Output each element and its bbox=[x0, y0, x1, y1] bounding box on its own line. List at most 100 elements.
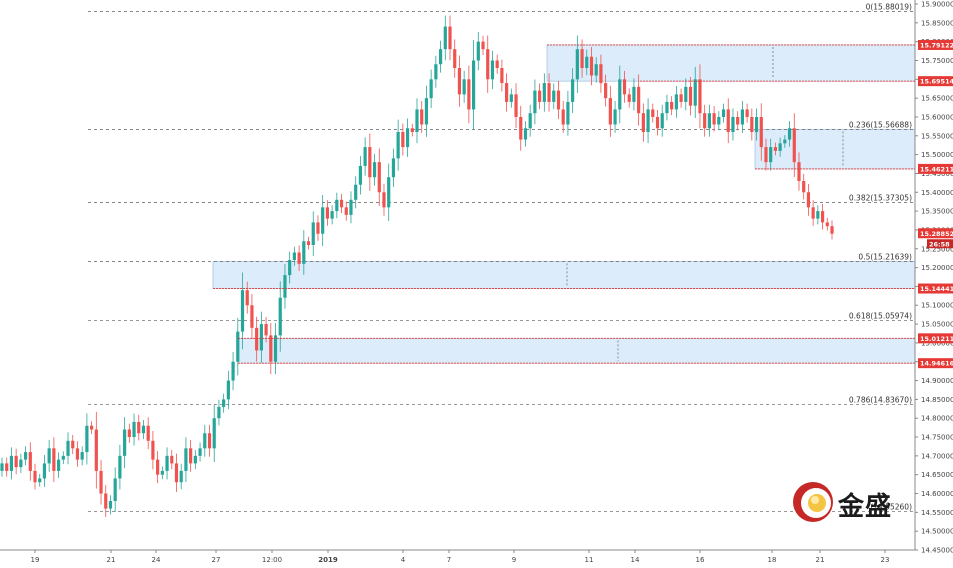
candle-body bbox=[14, 455, 18, 468]
candle-body bbox=[688, 86, 693, 106]
candle-body bbox=[349, 199, 353, 215]
candle-body bbox=[123, 429, 127, 456]
price-tick-label: 15.05000 bbox=[921, 321, 953, 329]
price-tick-label: 14.45000 bbox=[921, 547, 953, 555]
countdown-label: 26:58 bbox=[929, 240, 950, 248]
price-tick-label: 15.85000 bbox=[921, 19, 953, 27]
candle-body bbox=[533, 90, 537, 114]
fib-level-label: 0.618(15.05974) bbox=[849, 311, 912, 320]
candle-body bbox=[306, 241, 311, 245]
candle-body bbox=[462, 79, 466, 95]
candle-body bbox=[759, 116, 763, 148]
time-tick-label: 27 bbox=[212, 556, 221, 564]
candle-body bbox=[571, 79, 575, 102]
candle-body bbox=[585, 56, 589, 69]
candle-body bbox=[90, 425, 94, 430]
candle-body bbox=[745, 109, 749, 117]
candle-body bbox=[420, 109, 424, 125]
candle-body bbox=[156, 459, 160, 475]
candles-layer bbox=[0, 15, 834, 518]
price-tick-label: 14.65000 bbox=[921, 471, 953, 479]
candle-body bbox=[486, 49, 490, 80]
price-tick-label: 15.60000 bbox=[921, 113, 953, 121]
time-tick-label: 21 bbox=[107, 556, 116, 564]
price-tick-label: 15.75000 bbox=[921, 57, 953, 65]
candle-body bbox=[396, 132, 400, 159]
candle-body bbox=[330, 211, 334, 219]
candle-body bbox=[94, 429, 98, 471]
candle-body bbox=[278, 297, 282, 336]
candle-body bbox=[731, 116, 735, 133]
candle-body bbox=[457, 68, 462, 95]
candle-body bbox=[665, 101, 669, 114]
candle-body bbox=[42, 463, 47, 479]
candle-body bbox=[566, 101, 570, 125]
candle-body bbox=[141, 425, 146, 434]
candle-body bbox=[344, 207, 348, 215]
candle-body bbox=[754, 116, 759, 133]
brand-logo bbox=[790, 479, 900, 525]
candle-body bbox=[467, 79, 471, 110]
fib-levels: 0(15.88019) 0.236(15.56688) 0.382(15.37305… bbox=[88, 2, 915, 512]
candle-body bbox=[825, 222, 829, 227]
candle-body bbox=[19, 459, 23, 468]
candle-body bbox=[38, 478, 42, 483]
price-tag-label: 15.01211 bbox=[920, 335, 953, 343]
candle-body bbox=[811, 207, 815, 219]
price-tick-label: 15.90000 bbox=[921, 1, 953, 9]
candle-body bbox=[5, 463, 9, 471]
time-tick-label: 24 bbox=[152, 556, 161, 564]
candle-body bbox=[250, 305, 254, 328]
candle-body bbox=[552, 90, 556, 102]
current-price-label: 15.28852 bbox=[920, 230, 953, 238]
candle-body bbox=[660, 113, 664, 129]
candle-body bbox=[151, 440, 155, 460]
price-tag-box bbox=[918, 333, 953, 344]
candle-body bbox=[443, 26, 447, 50]
price-tick-label: 14.55000 bbox=[921, 509, 953, 517]
candle-body bbox=[66, 440, 70, 456]
candle-body bbox=[655, 116, 660, 129]
candle-body bbox=[273, 335, 278, 362]
candle-body bbox=[325, 207, 329, 219]
zones-layer bbox=[212, 44, 916, 364]
current-price-box bbox=[918, 228, 953, 239]
candle-body bbox=[288, 260, 292, 276]
price-tick-label: 14.50000 bbox=[921, 528, 953, 536]
candle-body bbox=[594, 64, 598, 76]
candle-body bbox=[146, 425, 150, 441]
candle-body bbox=[434, 64, 438, 80]
candle-body bbox=[556, 90, 561, 110]
price-tick-label: 14.90000 bbox=[921, 377, 953, 385]
candle-body bbox=[627, 94, 631, 102]
candle-body bbox=[547, 83, 551, 102]
candle-body bbox=[679, 94, 683, 102]
candle-body bbox=[721, 109, 726, 117]
candle-body bbox=[830, 226, 834, 234]
candle-body bbox=[632, 86, 636, 102]
candle-body bbox=[500, 68, 504, 84]
candle-body bbox=[391, 158, 396, 178]
candle-body bbox=[75, 448, 80, 460]
price-tick-label: 15.35000 bbox=[921, 208, 953, 216]
candle-body bbox=[726, 109, 730, 133]
candle-body bbox=[132, 421, 136, 438]
candle-body bbox=[448, 26, 452, 50]
candle-body bbox=[523, 128, 528, 140]
price-tag-box bbox=[918, 358, 953, 369]
time-tick-label: 9 bbox=[512, 556, 516, 564]
candle-body bbox=[9, 455, 14, 471]
candle-body bbox=[750, 116, 754, 133]
candle-body bbox=[354, 184, 358, 200]
candle-body bbox=[519, 116, 523, 140]
candle-body bbox=[693, 79, 697, 106]
candle-body bbox=[255, 327, 259, 351]
candle-body bbox=[0, 463, 4, 471]
candle-body bbox=[311, 222, 315, 245]
candle-body bbox=[231, 361, 235, 381]
candle-body bbox=[245, 290, 249, 306]
price-tag-label: 14.94616 bbox=[920, 360, 953, 368]
candle-body bbox=[358, 165, 363, 185]
candle-body bbox=[259, 324, 263, 351]
time-axis: 19 21 24 27 12:00 2019 4 7 9 11 14 16 18 21 23 bbox=[0, 549, 915, 564]
